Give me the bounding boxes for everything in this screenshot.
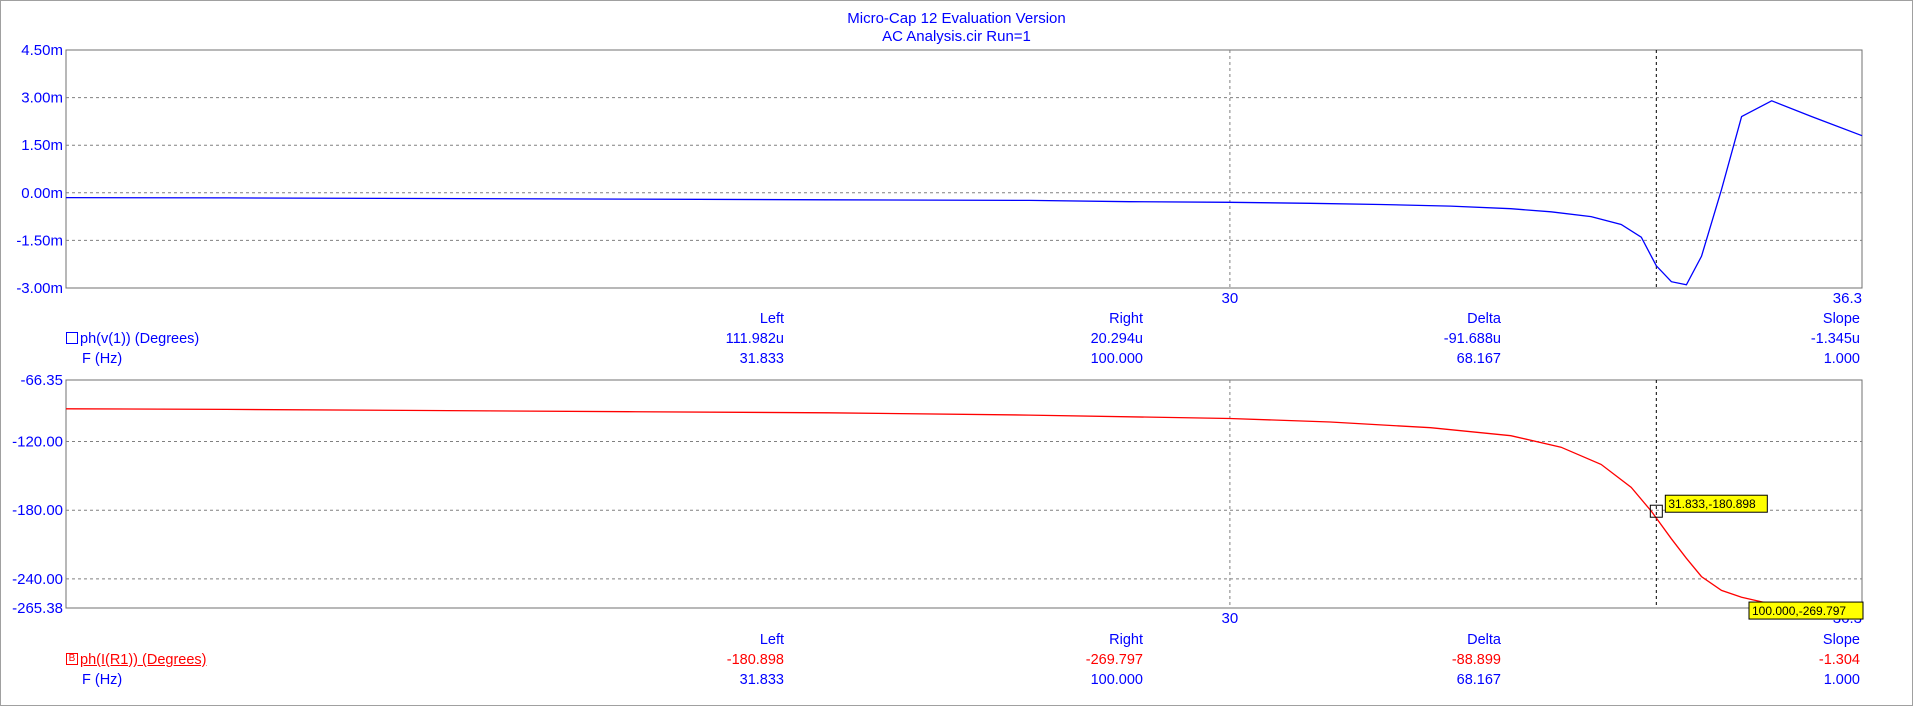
header-slope-2: Slope — [1822, 632, 1860, 648]
p2-y-right: -269.797 — [1085, 652, 1143, 668]
trace-2-marker[interactable]: B — [66, 653, 78, 665]
p2-series-line — [65, 408, 1863, 614]
left-cursor-marker — [1649, 504, 1663, 518]
p1-x-slope: 1.000 — [1823, 351, 1860, 367]
header-right-1: Right — [1109, 311, 1143, 327]
p2-x-tick: 30 — [1222, 610, 1239, 627]
p2-x-slope: 1.000 — [1823, 672, 1860, 688]
p2-y-tick: -240.00 — [12, 571, 63, 588]
p1-x-left: 31.833 — [739, 351, 784, 367]
trace-1-label[interactable]: ph(v(1)) (Degrees) — [80, 331, 200, 347]
trace-1-marker[interactable] — [66, 332, 78, 344]
p2-x-right: 100.000 — [1090, 672, 1143, 688]
p1-plot-area — [65, 49, 1863, 289]
p1-y-slope: -1.345u — [1810, 331, 1860, 347]
header-slope-1: Slope — [1822, 311, 1860, 327]
header-left-1: Left — [759, 311, 784, 327]
p2-x-left: 31.833 — [739, 672, 784, 688]
p2-y-tick: -180.00 — [12, 502, 63, 519]
p1-y-tick: -1.50m — [16, 232, 63, 249]
analysis-title: AC Analysis.cir Run=1 — [882, 28, 1031, 45]
window-title: Micro-Cap 12 Evaluation Version — [847, 10, 1066, 27]
p1-y-left: 111.982u — [725, 331, 784, 347]
p2-x-delta: 68.167 — [1456, 672, 1501, 688]
p1-x-label: F (Hz) — [82, 351, 123, 367]
p1-x-right: 100.000 — [1090, 351, 1143, 367]
p1-x-delta: 68.167 — [1456, 351, 1501, 367]
left-cursor-label-box — [1664, 494, 1768, 513]
p1-y-tick: 3.00m — [21, 90, 63, 107]
p1-y-tick: 0.00m — [21, 185, 63, 202]
p1-y-tick: -3.00m — [16, 280, 63, 297]
header-delta-2: Delta — [1467, 632, 1501, 648]
p2-y-delta: -88.899 — [1451, 652, 1501, 668]
p1-series-line — [65, 100, 1863, 286]
p2-y-tick: -66.35 — [20, 372, 63, 389]
p1-y-delta: -91.688u — [1443, 331, 1501, 347]
right-cursor-label-box — [1748, 601, 1864, 620]
p2-y-left: -180.898 — [726, 652, 784, 668]
p1-x-tick: 30 — [1222, 290, 1239, 307]
header-right-2: Right — [1109, 632, 1143, 648]
header-left-2: Left — [759, 632, 784, 648]
p1-y-tick: 1.50m — [21, 137, 63, 154]
p2-y-tick: -265.38 — [12, 600, 63, 617]
p2-y-tick: -120.00 — [12, 433, 63, 450]
p2-y-slope: -1.304 — [1818, 652, 1860, 668]
p2-plot-area — [65, 379, 1863, 609]
p1-y-right: 20.294u — [1090, 331, 1143, 347]
p2-x-label: F (Hz) — [82, 672, 123, 688]
trace-2-label[interactable]: ph(I(R1)) (Degrees) — [80, 652, 207, 668]
p1-y-tick: 4.50m — [21, 42, 63, 59]
left-cursor-label: 31.833,-180.898 — [1668, 497, 1756, 511]
header-delta-1: Delta — [1467, 311, 1501, 327]
right-cursor-label: 100.000,-269.797 — [1752, 604, 1846, 618]
p1-x-tick: 36.3 — [1833, 290, 1862, 307]
